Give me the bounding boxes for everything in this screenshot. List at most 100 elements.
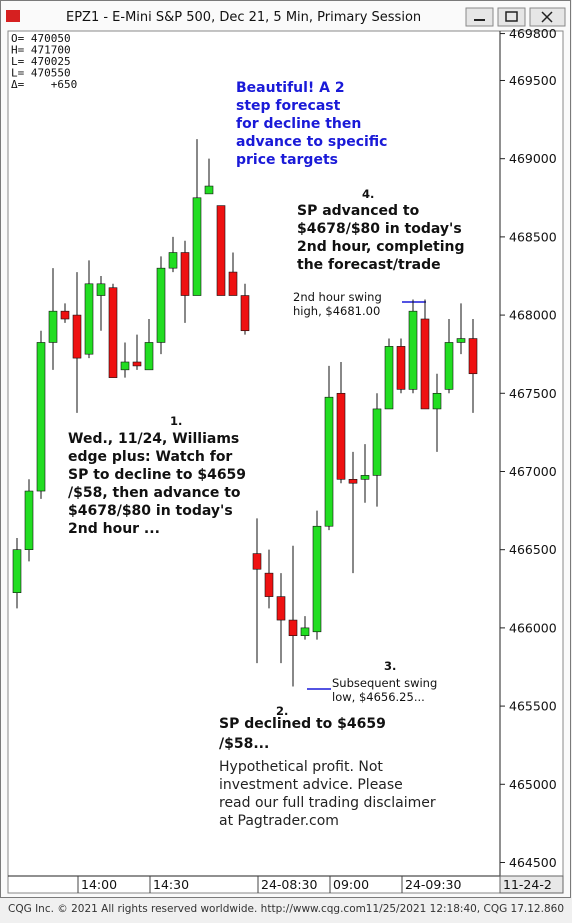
- candle-body: [300, 627, 310, 637]
- annotation-line: high, $4681.00: [293, 304, 380, 318]
- candle-body: [408, 310, 418, 390]
- y-tick-label: 469800: [509, 26, 557, 41]
- annotation-line: edge plus: Watch for: [68, 449, 232, 465]
- candle-body: [348, 479, 358, 484]
- candle-body: [372, 408, 382, 476]
- candle-body: [108, 287, 118, 378]
- candle-body: [204, 185, 214, 195]
- window-buttons[interactable]: [465, 7, 566, 27]
- y-tick-label: 466500: [509, 542, 557, 557]
- ohlc-info: L= 470025: [11, 55, 71, 68]
- annotation-number: 3.: [384, 659, 396, 673]
- annotation-line: 2nd hour ...: [68, 521, 160, 537]
- y-tick-label: 465000: [509, 777, 557, 792]
- annotation-line: Subsequent swing: [332, 676, 437, 690]
- candle-body: [96, 283, 106, 296]
- annotation-line: SP advanced to: [297, 203, 420, 219]
- candle-body: [252, 553, 262, 570]
- y-tick-label: 464500: [509, 855, 557, 870]
- candle-body: [48, 310, 58, 343]
- candle-body: [312, 525, 322, 633]
- annotation-line: price targets: [236, 152, 338, 168]
- candle-body: [84, 283, 94, 355]
- annotation-line: advance to specific: [236, 134, 387, 150]
- y-tick-label: 467000: [509, 464, 557, 479]
- x-tick-label: 14:30: [153, 877, 189, 892]
- candle-body: [24, 490, 34, 550]
- annotation-line: $4678/$80 in today's: [297, 221, 462, 237]
- candle-body: [12, 549, 22, 593]
- annotation-line: /$58, then advance to: [68, 485, 241, 501]
- ohlc-info: H= 471700: [11, 44, 71, 57]
- y-tick-label: 466000: [509, 620, 557, 635]
- candle-body: [432, 392, 442, 410]
- candle-body: [324, 396, 334, 527]
- chart-area: [7, 30, 564, 894]
- corner-box: [499, 875, 564, 894]
- annotation-line: SP declined to $4659: [219, 716, 386, 732]
- y-tick-label: 469000: [509, 151, 557, 166]
- annotation-line: 2nd hour, completing: [297, 239, 465, 255]
- candle-body: [228, 271, 238, 296]
- annotation-line: investment advice. Please: [219, 777, 403, 793]
- annotation-line: low, $4656.25...: [332, 690, 425, 704]
- annotation-number: 1.: [170, 414, 182, 428]
- y-tick-label: 465500: [509, 699, 557, 714]
- candle-body: [264, 572, 274, 597]
- y-tick-label: 468000: [509, 308, 557, 323]
- annotation-line: Hypothetical profit. Not: [219, 759, 383, 775]
- annotation-line: at Pagtrader.com: [219, 813, 339, 829]
- candle-body: [216, 205, 226, 296]
- candle-body: [468, 338, 478, 375]
- footer-right: 11/25/2021 12:18:40, CQG 17.12.860: [366, 903, 564, 915]
- candle-body: [336, 392, 346, 480]
- annotation-line: SP to decline to $4659: [68, 467, 246, 483]
- x-tick-label: 24-08:30: [261, 877, 317, 892]
- corner-date-label: 11-24-2: [503, 877, 552, 892]
- candle-body: [360, 475, 370, 480]
- minimize-button[interactable]: [465, 7, 494, 27]
- candle-body: [132, 361, 142, 367]
- annotation-line: read our full trading disclaimer: [219, 795, 436, 811]
- candle-body: [72, 314, 82, 359]
- candle-body: [144, 342, 154, 371]
- candle-body: [456, 338, 466, 343]
- candle-body: [120, 361, 130, 371]
- candle-body: [60, 310, 70, 320]
- candle-body: [168, 252, 178, 269]
- candle-body: [240, 295, 250, 332]
- annotation-number: 4.: [362, 187, 374, 201]
- annotation-line: /$58...: [219, 736, 269, 752]
- candle-body: [396, 346, 406, 390]
- candle-body: [36, 342, 46, 492]
- annotation-line: Wed., 11/24, Williams: [68, 431, 239, 447]
- x-tick-label: 09:00: [333, 877, 369, 892]
- y-tick-label: 467500: [509, 386, 557, 401]
- candle-body: [384, 346, 394, 410]
- app-icon: [6, 10, 20, 22]
- annotation-line: step forecast: [236, 98, 341, 114]
- x-tick-label: 14:00: [81, 877, 117, 892]
- candle-body: [444, 342, 454, 390]
- ohlc-info: O= 470050: [11, 32, 71, 45]
- y-tick-label: 469500: [509, 73, 557, 88]
- candle-body: [156, 267, 166, 343]
- candle-body: [192, 197, 202, 296]
- annotation-line: $4678/$80 in today's: [68, 503, 233, 519]
- annotation-line: Beautiful! A 2: [236, 80, 345, 96]
- close-icon: [541, 11, 553, 23]
- ohlc-info: Δ= +650: [11, 78, 77, 91]
- candle-body: [288, 619, 298, 637]
- x-tick-label: 24-09:30: [405, 877, 461, 892]
- window-title: EPZ1 - E-Mini S&P 500, Dec 21, 5 Min, Pr…: [66, 10, 421, 25]
- annotation-line: for decline then: [236, 116, 361, 132]
- annotation-number: 2.: [276, 704, 288, 718]
- maximize-icon: [505, 11, 518, 22]
- annotation-line: 2nd hour swing: [293, 290, 382, 304]
- maximize-button[interactable]: [497, 7, 526, 27]
- candle-body: [276, 596, 286, 621]
- ohlc-info: L= 470550: [11, 67, 71, 80]
- annotation-line: the forecast/trade: [297, 257, 441, 273]
- y-tick-label: 468500: [509, 229, 557, 244]
